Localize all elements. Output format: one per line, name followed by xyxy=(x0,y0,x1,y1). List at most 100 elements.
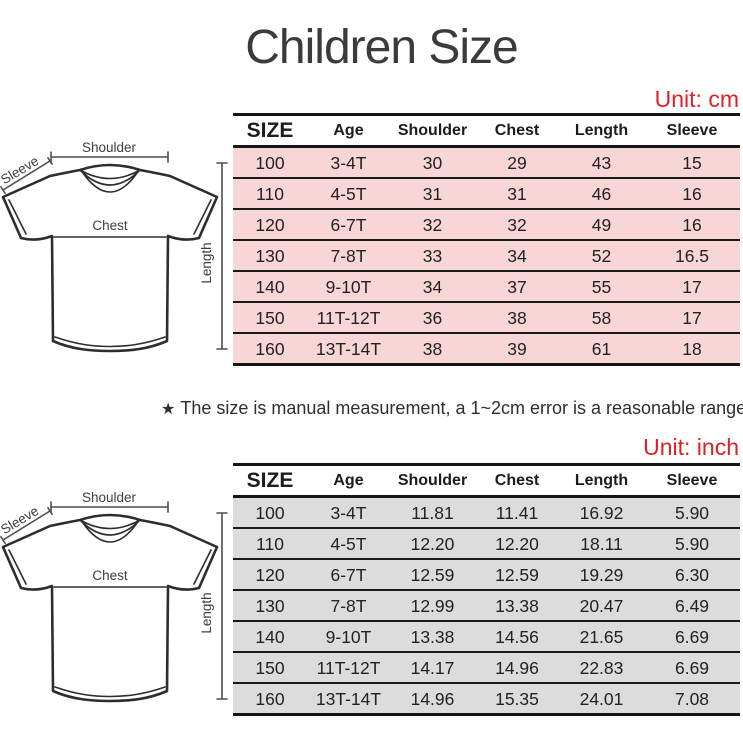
cell-size: 130 xyxy=(255,245,285,266)
collar-detail xyxy=(79,169,141,193)
col-header-sleeve: Sleeve xyxy=(666,472,718,489)
cell-shoulder: 13.38 xyxy=(410,626,455,647)
length-label: Length xyxy=(199,592,214,633)
cell-length: 43 xyxy=(591,152,612,173)
cm-size-table: SIZE Age Shoulder Chest Length Sleeve 10… xyxy=(233,113,740,366)
cell-sleeve: 15 xyxy=(682,152,702,173)
cell-chest: 11.41 xyxy=(495,502,539,523)
inch-row-110: 110 4-5T 12.20 12.20 18.11 5.90 xyxy=(233,528,740,559)
cell-size: 160 xyxy=(255,338,285,359)
col-header-age: Age xyxy=(333,122,364,139)
cell-shoulder: 36 xyxy=(422,307,443,328)
cell-length: 19.29 xyxy=(579,564,624,585)
note-text: The size is manual measurement, a 1~2cm … xyxy=(180,398,743,418)
hem-detail xyxy=(54,336,166,348)
cell-length: 49 xyxy=(591,214,612,235)
star-icon: ★ xyxy=(161,401,176,418)
cell-shoulder: 34 xyxy=(422,276,443,297)
col-header-size: SIZE xyxy=(246,119,294,142)
cuff-detail xyxy=(8,199,212,235)
cell-sleeve: 5.90 xyxy=(674,502,710,523)
cell-shoulder: 11.81 xyxy=(411,502,454,523)
inch-row-140: 140 9-10T 13.38 14.56 21.65 6.69 xyxy=(233,621,740,652)
cell-shoulder: 33 xyxy=(422,245,443,266)
cell-sleeve: 18 xyxy=(682,338,702,359)
cm-header-row: SIZE Age Shoulder Chest Length Sleeve xyxy=(233,114,740,147)
cell-chest: 34 xyxy=(507,245,527,266)
cell-size: 140 xyxy=(255,276,285,297)
length-label: Length xyxy=(199,242,214,283)
cell-chest: 32 xyxy=(507,214,527,235)
cell-size: 150 xyxy=(255,307,285,328)
cell-age: 7-8T xyxy=(330,595,367,616)
cell-size: 120 xyxy=(255,214,285,235)
cell-shoulder: 12.99 xyxy=(410,595,455,616)
tshirt-measurement-diagram-cm: Shoulder Sleeve Chest Length xyxy=(0,140,228,353)
cell-chest: 12.59 xyxy=(495,564,539,585)
cell-size: 160 xyxy=(255,688,285,709)
cell-shoulder: 14.96 xyxy=(410,688,455,709)
chest-label: Chest xyxy=(92,218,128,233)
col-header-length: Length xyxy=(574,472,629,489)
col-header-shoulder: Shoulder xyxy=(397,472,468,489)
col-header-size: SIZE xyxy=(246,469,294,492)
cell-shoulder: 38 xyxy=(422,338,443,359)
cell-length: 46 xyxy=(591,183,612,204)
cell-chest: 31 xyxy=(507,183,527,204)
cell-age: 11T-12T xyxy=(316,657,381,678)
cell-shoulder: 30 xyxy=(422,152,443,173)
cell-size: 120 xyxy=(255,564,285,585)
cell-shoulder: 32 xyxy=(422,214,443,235)
cm-row-110: 110 4-5T 31 31 46 16 xyxy=(233,178,740,209)
cell-sleeve: 17 xyxy=(682,307,702,328)
cell-chest: 13.38 xyxy=(495,595,539,616)
inch-row-160: 160 13T-14T 14.96 15.35 24.01 7.08 xyxy=(233,683,740,715)
col-header-chest: Chest xyxy=(494,122,540,139)
cell-age: 7-8T xyxy=(330,245,367,266)
inch-row-150: 150 11T-12T 14.17 14.96 22.83 6.69 xyxy=(233,652,740,683)
col-header-length: Length xyxy=(574,122,629,139)
cell-chest: 15.35 xyxy=(495,688,539,709)
cell-size: 100 xyxy=(255,502,285,523)
cm-row-130: 130 7-8T 33 34 52 16.5 xyxy=(233,240,740,271)
tshirt-outline xyxy=(1,513,219,703)
cell-age: 13T-14T xyxy=(315,688,382,709)
cell-sleeve: 6.69 xyxy=(674,657,710,678)
cell-age: 13T-14T xyxy=(315,338,382,359)
cell-age: 11T-12T xyxy=(316,307,381,328)
shoulder-measure-line xyxy=(50,151,169,163)
cell-sleeve: 6.30 xyxy=(674,564,710,585)
cm-row-100: 100 3-4T 30 29 43 15 xyxy=(233,146,740,178)
cell-sleeve: 6.49 xyxy=(674,595,710,616)
tshirt-measurement-diagram-inch: Shoulder Sleeve Chest Length xyxy=(0,490,228,703)
cell-chest: 12.20 xyxy=(495,533,539,554)
length-measure-line xyxy=(216,162,228,350)
cell-sleeve: 5.90 xyxy=(674,533,710,554)
cell-shoulder: 12.20 xyxy=(410,533,455,554)
length-measure-line xyxy=(216,512,228,700)
inch-row-130: 130 7-8T 12.99 13.38 20.47 6.49 xyxy=(233,590,740,621)
cell-size: 150 xyxy=(255,657,285,678)
cell-age: 3-4T xyxy=(330,152,367,173)
col-header-age: Age xyxy=(333,472,364,489)
sleeve-measure-line xyxy=(0,157,53,194)
cm-row-140: 140 9-10T 34 37 55 17 xyxy=(233,271,740,302)
cell-age: 6-7T xyxy=(330,214,367,235)
cell-age: 9-10T xyxy=(325,626,372,647)
cm-row-120: 120 6-7T 32 32 49 16 xyxy=(233,209,740,240)
cell-chest: 39 xyxy=(507,338,527,359)
cuff-detail xyxy=(8,549,212,585)
cell-length: 18.11 xyxy=(580,533,623,554)
hem-detail xyxy=(54,686,166,698)
cell-length: 21.65 xyxy=(579,626,624,647)
unit-inch-label: Unit: inch xyxy=(643,434,739,460)
shoulder-label: Shoulder xyxy=(82,490,137,505)
cell-age: 3-4T xyxy=(330,502,367,523)
cell-shoulder: 12.59 xyxy=(410,564,455,585)
cell-length: 52 xyxy=(591,245,612,266)
cell-size: 140 xyxy=(255,626,285,647)
col-header-chest: Chest xyxy=(494,472,540,489)
cell-size: 110 xyxy=(256,533,284,554)
cell-length: 22.83 xyxy=(579,657,624,678)
cell-chest: 37 xyxy=(507,276,527,297)
